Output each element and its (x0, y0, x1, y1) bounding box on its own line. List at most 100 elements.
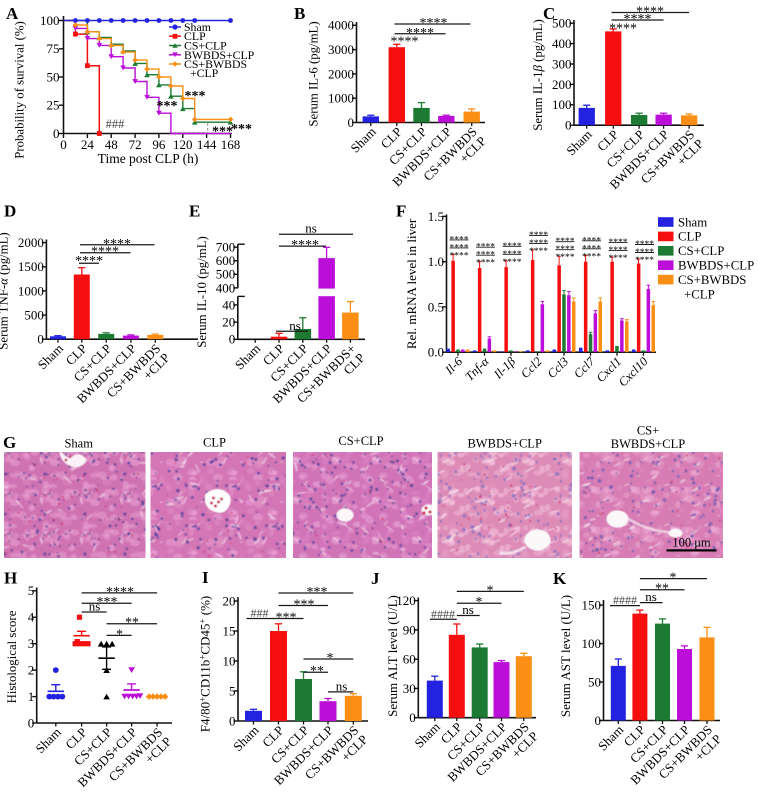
svg-text:****: **** (529, 247, 548, 257)
svg-text:**: ** (655, 582, 669, 597)
svg-text:150: 150 (582, 598, 602, 613)
svg-text:****: **** (420, 16, 448, 31)
svg-text:****: **** (529, 231, 548, 241)
svg-text:15: 15 (223, 623, 236, 638)
svg-text:****: **** (476, 251, 495, 261)
svg-text:****: **** (582, 236, 601, 246)
svg-text:ns: ns (89, 599, 101, 614)
svg-text:****: **** (556, 245, 575, 255)
svg-text:####: #### (613, 593, 637, 607)
svg-text:0: 0 (565, 118, 572, 133)
svg-text:ns: ns (336, 678, 348, 693)
svg-text:H: H (4, 569, 17, 588)
svg-text:CS+CLP: CS+CLP (338, 434, 383, 448)
svg-text:20: 20 (223, 593, 236, 608)
svg-text:*: * (476, 595, 483, 610)
svg-text:*: * (327, 651, 334, 666)
svg-text:****: **** (450, 235, 469, 245)
svg-text:****: **** (609, 246, 628, 256)
svg-text:ns: ns (305, 221, 317, 236)
svg-text:400: 400 (216, 280, 236, 295)
svg-text:E: E (189, 202, 200, 221)
svg-text:****: **** (609, 22, 637, 37)
svg-text:BWBDS+CLP: BWBDS+CLP (678, 259, 754, 273)
svg-text:Serum TNF-α (pg/mL): Serum TNF-α (pg/mL) (0, 232, 11, 349)
svg-text:****: **** (582, 252, 601, 262)
svg-text:****: **** (450, 243, 469, 253)
svg-text:60: 60 (403, 652, 416, 667)
svg-text:0: 0 (28, 715, 35, 730)
svg-text:CLP: CLP (203, 436, 226, 450)
svg-text:500: 500 (24, 307, 44, 322)
svg-text:****: **** (636, 5, 664, 20)
svg-text:J: J (371, 569, 380, 588)
svg-text:96: 96 (152, 137, 166, 152)
svg-text:BWBDS+CLP: BWBDS+CLP (467, 437, 541, 451)
svg-text:1000: 1000 (18, 283, 44, 298)
svg-text:****: **** (556, 253, 575, 263)
svg-text:120: 120 (396, 593, 416, 608)
svg-text:300: 300 (552, 56, 572, 71)
svg-text:+CLP: +CLP (190, 66, 219, 80)
svg-text:CLP: CLP (184, 29, 206, 43)
svg-text:0: 0 (595, 713, 602, 728)
svg-text:200: 200 (552, 77, 572, 92)
svg-text:0: 0 (409, 710, 416, 725)
svg-text:****: **** (106, 585, 134, 600)
svg-text:3000: 3000 (328, 42, 354, 57)
svg-text:100 μm: 100 μm (672, 536, 711, 550)
svg-text:****: **** (476, 259, 495, 269)
svg-text:****: **** (103, 237, 131, 252)
svg-text:10: 10 (223, 653, 236, 668)
svg-text:ns: ns (645, 589, 657, 604)
svg-text:1.5: 1.5 (428, 209, 444, 224)
svg-text:###: ### (251, 606, 269, 620)
svg-text:****: **** (556, 237, 575, 247)
svg-text:B: B (294, 4, 305, 23)
svg-text:168: 168 (221, 137, 241, 152)
svg-text:****: **** (476, 243, 495, 253)
svg-text:*: * (670, 571, 677, 586)
svg-text:5: 5 (229, 683, 236, 698)
svg-text:BWBDS+CLP: BWBDS+CLP (184, 48, 255, 62)
svg-text:D: D (4, 202, 16, 221)
svg-text:A: A (6, 4, 19, 23)
svg-text:****: **** (624, 12, 652, 27)
svg-text:120: 120 (173, 137, 193, 152)
svg-text:0: 0 (37, 332, 44, 347)
svg-text:72: 72 (129, 137, 142, 152)
svg-text:50: 50 (47, 69, 60, 84)
svg-text:**: ** (310, 664, 324, 679)
svg-text:1.0: 1.0 (428, 254, 444, 269)
svg-text:***: *** (307, 585, 328, 600)
svg-text:BWBDS+CLP: BWBDS+CLP (611, 437, 685, 451)
svg-text:***: *** (294, 598, 315, 613)
svg-text:4: 4 (28, 610, 35, 625)
svg-text:ns: ns (289, 318, 301, 333)
svg-text:****: **** (503, 258, 522, 268)
svg-text:C: C (543, 4, 555, 23)
svg-text:75: 75 (47, 41, 60, 56)
svg-text:****: **** (450, 251, 469, 261)
svg-text:Time post CLP (h): Time post CLP (h) (98, 151, 199, 166)
svg-text:Serum IL-10 (pg/mL): Serum IL-10 (pg/mL) (195, 236, 209, 348)
svg-text:Histological score: Histological score (5, 610, 19, 703)
svg-text:Rel. mRNA level in liver: Rel. mRNA level in liver (404, 218, 419, 349)
svg-text:****: **** (391, 34, 419, 49)
svg-text:500: 500 (216, 267, 236, 282)
svg-text:0: 0 (60, 137, 67, 152)
svg-text:Sham: Sham (184, 20, 211, 34)
svg-text:40: 40 (222, 297, 235, 312)
svg-text:****: **** (503, 250, 522, 260)
svg-text:I: I (202, 568, 209, 587)
svg-text:2000: 2000 (328, 66, 354, 81)
svg-text:400: 400 (552, 36, 572, 51)
svg-text:500: 500 (552, 16, 572, 31)
svg-text:1500: 1500 (18, 259, 44, 274)
svg-text:****: **** (582, 244, 601, 254)
svg-text:****: **** (291, 238, 319, 253)
svg-text:####: #### (431, 607, 455, 621)
svg-text:****: **** (529, 239, 548, 249)
svg-text:****: **** (609, 238, 628, 248)
svg-text:48: 48 (105, 137, 118, 152)
